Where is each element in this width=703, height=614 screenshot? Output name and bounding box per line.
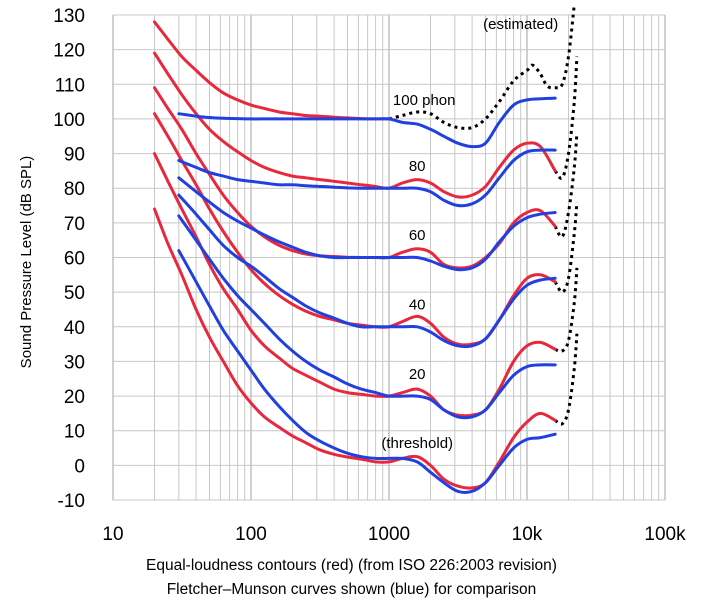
- y-tick-label: 70: [64, 214, 85, 235]
- caption-line-2: Fletcher–Munson curves shown (blue) for …: [166, 581, 537, 598]
- fletcher-munson-curve: [177, 148, 557, 208]
- y-axis-tick-labels: -10 0 10 20 30 40 50 60 70 80 90 100 110 120 130: [53, 6, 85, 512]
- curve-annotation: 80: [409, 158, 426, 175]
- annotations: (estimated) 100 phon 80 60 40 20 (threshold): [381, 16, 558, 452]
- y-tick-label: 40: [64, 318, 85, 339]
- estimated-curve: [553, 201, 579, 294]
- curve-annotation: 20: [409, 366, 426, 383]
- curve-annotation: (estimated): [483, 16, 558, 33]
- estimated-curve: [553, 132, 579, 239]
- iso-226-curve: [153, 112, 557, 347]
- y-tick-label: 0: [74, 456, 85, 477]
- estimated-curve: [388, 4, 576, 130]
- caption-line-1: Equal-loudness contours (red) (from ISO …: [146, 557, 557, 574]
- iso-226-curve: [153, 207, 557, 490]
- x-axis-tick-labels: 10 100 1000 10k 100k: [102, 524, 686, 545]
- x-tick-label: 1000: [368, 524, 410, 545]
- x-tick-label: 10k: [512, 524, 543, 545]
- iso-226-curve: [153, 152, 557, 418]
- y-tick-label: 90: [64, 145, 85, 166]
- curve-annotation: (threshold): [381, 435, 453, 452]
- y-tick-label: 110: [55, 75, 85, 96]
- y-tick-label: 100: [53, 110, 85, 131]
- curve-annotation: 100 phon: [393, 92, 456, 109]
- y-tick-label: 50: [64, 283, 85, 304]
- fletcher-munson-curve: [177, 96, 557, 149]
- x-tick-label: 100: [235, 524, 267, 545]
- estimated-curve: [554, 333, 579, 426]
- y-tick-label: 120: [53, 41, 85, 62]
- fletcher-munson-curve: [177, 176, 557, 272]
- y-tick-label: 130: [53, 6, 85, 27]
- y-tick-label: 80: [64, 179, 85, 200]
- series-layer: [153, 4, 579, 494]
- y-tick-label: 10: [64, 422, 85, 443]
- curve-annotation: 60: [409, 227, 426, 244]
- estimated-curve: [554, 267, 579, 353]
- y-tick-label: 30: [64, 352, 85, 373]
- iso-226-curve: [153, 86, 557, 270]
- x-tick-label: 10: [102, 524, 123, 545]
- x-tick-label: 100k: [644, 524, 686, 545]
- fletcher-munson-curve: [177, 214, 557, 420]
- iso-226-curve: [153, 51, 557, 199]
- y-tick-label: -10: [58, 491, 85, 512]
- y-axis-label: Sound Pressure Level (dB SPL): [18, 156, 35, 369]
- y-tick-label: 20: [64, 387, 85, 408]
- fletcher-munson-curve: [177, 193, 557, 349]
- estimated-curve: [553, 56, 579, 180]
- y-tick-label: 60: [64, 249, 85, 270]
- curve-annotation: 40: [409, 297, 426, 314]
- fletcher-munson-curve: [177, 249, 557, 494]
